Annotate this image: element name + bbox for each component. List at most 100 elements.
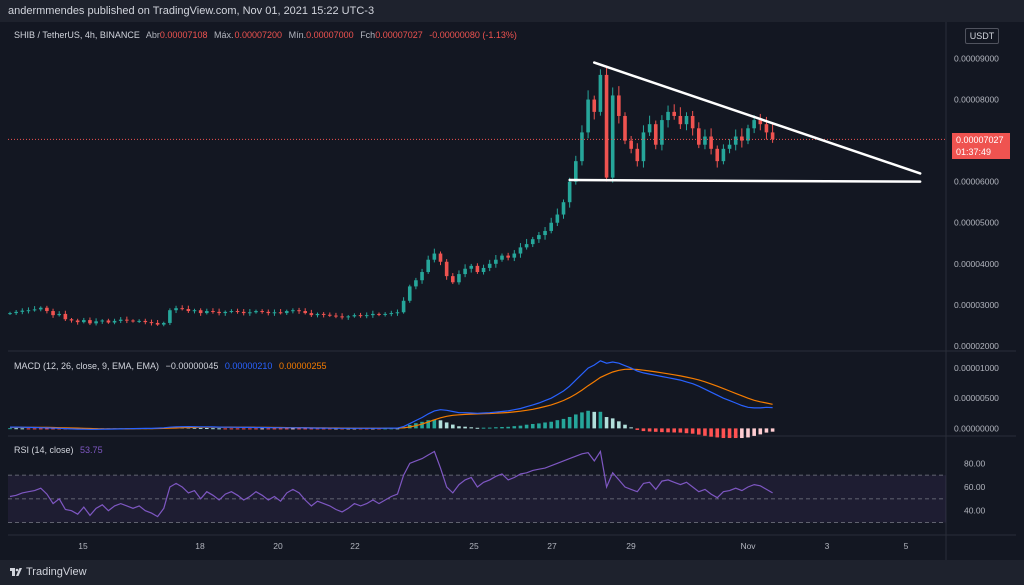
candle-body <box>438 253 443 262</box>
low-label: Mín. <box>288 30 307 40</box>
symbol-name[interactable]: SHIB / TetherUS, 4h, BINANCE <box>14 30 140 40</box>
macd-histogram-bar <box>321 428 326 430</box>
candle-body <box>161 322 166 325</box>
candle-body <box>38 307 43 310</box>
candle-body <box>272 312 277 314</box>
candle-body <box>352 315 357 317</box>
candle-body <box>451 276 455 283</box>
macd-histogram-bar <box>444 422 449 429</box>
candle-body <box>623 115 627 141</box>
macd-histogram-bar <box>727 428 732 439</box>
candle-body <box>143 320 148 323</box>
macd-histogram-bar <box>235 428 240 430</box>
macd-histogram-bar <box>266 428 271 430</box>
candle-body <box>518 247 523 254</box>
high-value: 0.00007200 <box>234 30 283 40</box>
candle-body <box>88 320 92 324</box>
macd-label[interactable]: MACD (12, 26, close, 9, EMA, EMA) <box>14 361 160 371</box>
candle-body <box>75 320 80 323</box>
macd-histogram-bar <box>758 428 763 435</box>
macd-histogram-bar <box>617 421 621 429</box>
candle-body <box>641 132 646 162</box>
candle-body <box>653 124 658 145</box>
candle-body <box>45 307 49 312</box>
macd-histogram-bar <box>641 428 646 432</box>
triangle-support-line <box>568 178 922 183</box>
candle-body <box>543 230 547 236</box>
chart-canvas[interactable]: 0.00009000 0.00008000 0.00007000 0.00006000… <box>8 22 1016 560</box>
candle-body <box>697 128 701 145</box>
candle-body <box>660 120 664 145</box>
macd-histogram-bar <box>51 428 55 430</box>
time-axis-label: 22 <box>350 541 360 551</box>
candle-body <box>334 315 338 317</box>
macd-histogram-bar <box>604 417 609 429</box>
candle-body <box>481 267 486 273</box>
macd-histogram-bar <box>709 428 713 437</box>
time-axis-label: 27 <box>547 541 557 551</box>
rsi-label[interactable]: RSI (14, close) <box>14 445 74 455</box>
time-axis-label: 29 <box>626 541 636 551</box>
candle-body <box>51 311 55 316</box>
macd-histogram-bar <box>211 428 215 430</box>
macd-histogram-bar <box>690 428 695 434</box>
macd-histogram-bar <box>629 427 633 429</box>
macd-histogram-bar <box>229 428 234 430</box>
candle-body <box>340 316 344 318</box>
candle-body <box>248 312 252 314</box>
macd-line <box>10 360 773 430</box>
candle-body <box>186 308 191 312</box>
candle-body <box>198 310 203 314</box>
candle-body <box>635 148 640 162</box>
candle-body <box>20 310 25 312</box>
candle-body <box>494 259 498 264</box>
macd-signal-line <box>10 368 773 430</box>
macd-histogram-bar <box>672 428 676 433</box>
macd-histogram-bar <box>592 411 597 429</box>
candle-body <box>389 313 394 315</box>
candle-body <box>746 128 750 141</box>
tradingview-brand[interactable]: TradingView <box>26 566 87 578</box>
candle-body <box>364 315 369 317</box>
candle-body <box>703 136 707 145</box>
candle-body <box>561 202 566 215</box>
candle-body <box>358 315 363 317</box>
macd-histogram-bar <box>291 428 295 430</box>
macd-histogram-bar <box>463 426 467 429</box>
candle-body <box>512 253 517 258</box>
macd-histogram-bar <box>574 414 578 429</box>
macd-histogram-bar <box>733 428 738 439</box>
time-axis-label: 25 <box>469 541 479 551</box>
open-label: Abr <box>145 30 160 40</box>
currency-button[interactable]: USDT <box>965 28 999 44</box>
macd-histogram-bar <box>598 411 603 429</box>
macd-histogram-bar <box>512 426 517 429</box>
candle-body <box>278 312 283 314</box>
candle-body <box>690 115 695 129</box>
open-value: 0.00007108 <box>159 30 208 40</box>
macd-histogram-bar <box>746 428 750 438</box>
candle-body <box>647 124 652 133</box>
candle-body <box>444 261 449 277</box>
macd-signal-value: 0.00000255 <box>278 361 327 371</box>
macd-histogram-bar <box>8 428 12 430</box>
macd-histogram-bar <box>389 428 394 430</box>
candle-body <box>254 311 258 313</box>
candle-body <box>94 321 98 324</box>
candle-body <box>764 124 769 133</box>
macd-histogram-bar <box>32 428 37 430</box>
candle-body <box>112 320 117 323</box>
candle-body <box>401 300 406 313</box>
macd-histogram-bar <box>666 428 670 433</box>
candle-body <box>217 311 221 314</box>
macd-histogram-bar <box>284 428 289 430</box>
rsi-line <box>9 449 773 518</box>
candle-body <box>407 286 412 301</box>
macd-histogram-bar <box>297 428 301 430</box>
macd-hist-value: −0.00000045 <box>165 361 219 371</box>
chart-container[interactable]: 0.00009000 0.00008000 0.00007000 0.00006000… <box>8 22 1016 560</box>
candle-body <box>617 95 621 116</box>
candle-body <box>205 311 209 314</box>
candle-body <box>598 74 603 112</box>
macd-histogram-bar <box>506 426 510 429</box>
